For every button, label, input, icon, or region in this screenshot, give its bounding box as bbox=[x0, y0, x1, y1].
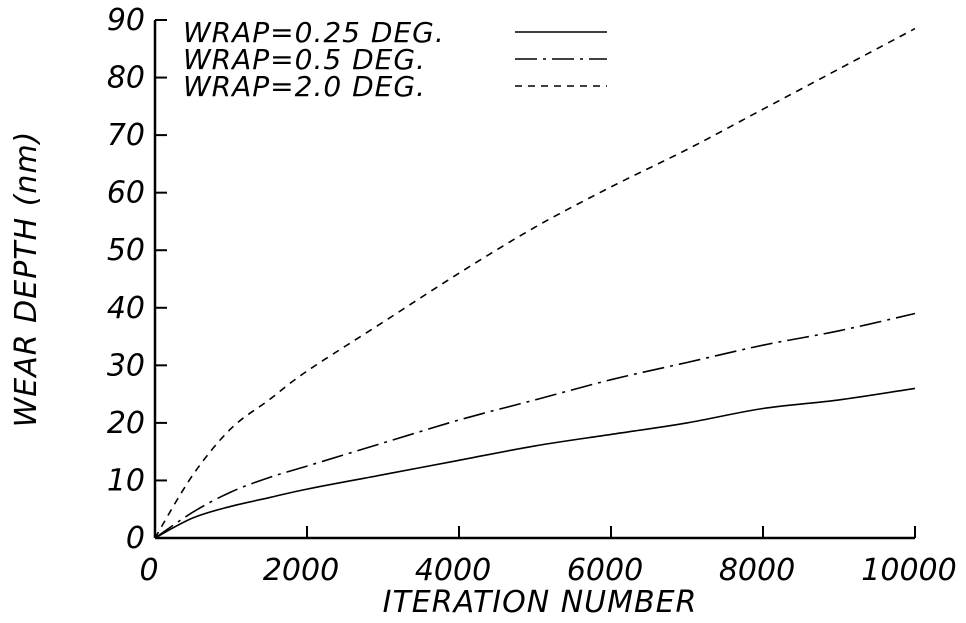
legend-label-1: WRAP=0.25 DEG. bbox=[183, 16, 445, 49]
x-ticks: 0 2000 4000 6000 8000 10000 bbox=[139, 526, 957, 588]
y-tick-label: 0 bbox=[126, 521, 145, 556]
series-lines bbox=[154, 27, 916, 539]
legend-label-3: WRAP=2.0 DEG. bbox=[183, 70, 426, 103]
y-tick-label: 90 bbox=[107, 3, 145, 38]
y-tick-label: 80 bbox=[107, 61, 145, 96]
x-tick-label: 10000 bbox=[861, 553, 956, 588]
y-axis-label: WEAR DEPTH (nm) bbox=[9, 131, 44, 428]
series-line-1 bbox=[154, 387, 916, 539]
x-tick-label: 6000 bbox=[567, 553, 643, 588]
y-tick-label: 50 bbox=[107, 233, 145, 268]
axes bbox=[153, 20, 915, 540]
x-tick-label: 0 bbox=[139, 553, 158, 588]
y-tick-label: 60 bbox=[107, 176, 145, 211]
x-tick-label: 2000 bbox=[263, 553, 339, 588]
y-tick-label: 20 bbox=[107, 406, 145, 441]
x-tick-label: 8000 bbox=[719, 553, 795, 588]
y-tick-label: 10 bbox=[107, 463, 145, 498]
y-ticks: 0 10 20 30 40 50 60 70 80 90 bbox=[107, 3, 167, 556]
series-line-3 bbox=[154, 27, 916, 539]
x-tick-label: 4000 bbox=[415, 553, 491, 588]
legend: WRAP=0.25 DEG.WRAP=0.5 DEG.WRAP=2.0 DEG. bbox=[183, 16, 607, 103]
y-tick-label: 30 bbox=[107, 348, 145, 383]
series-line-2 bbox=[154, 312, 916, 539]
y-tick-label: 40 bbox=[107, 291, 145, 326]
x-axis-label: ITERATION NUMBER bbox=[383, 585, 698, 620]
legend-label-2: WRAP=0.5 DEG. bbox=[183, 43, 426, 76]
y-tick-label: 70 bbox=[107, 118, 145, 153]
